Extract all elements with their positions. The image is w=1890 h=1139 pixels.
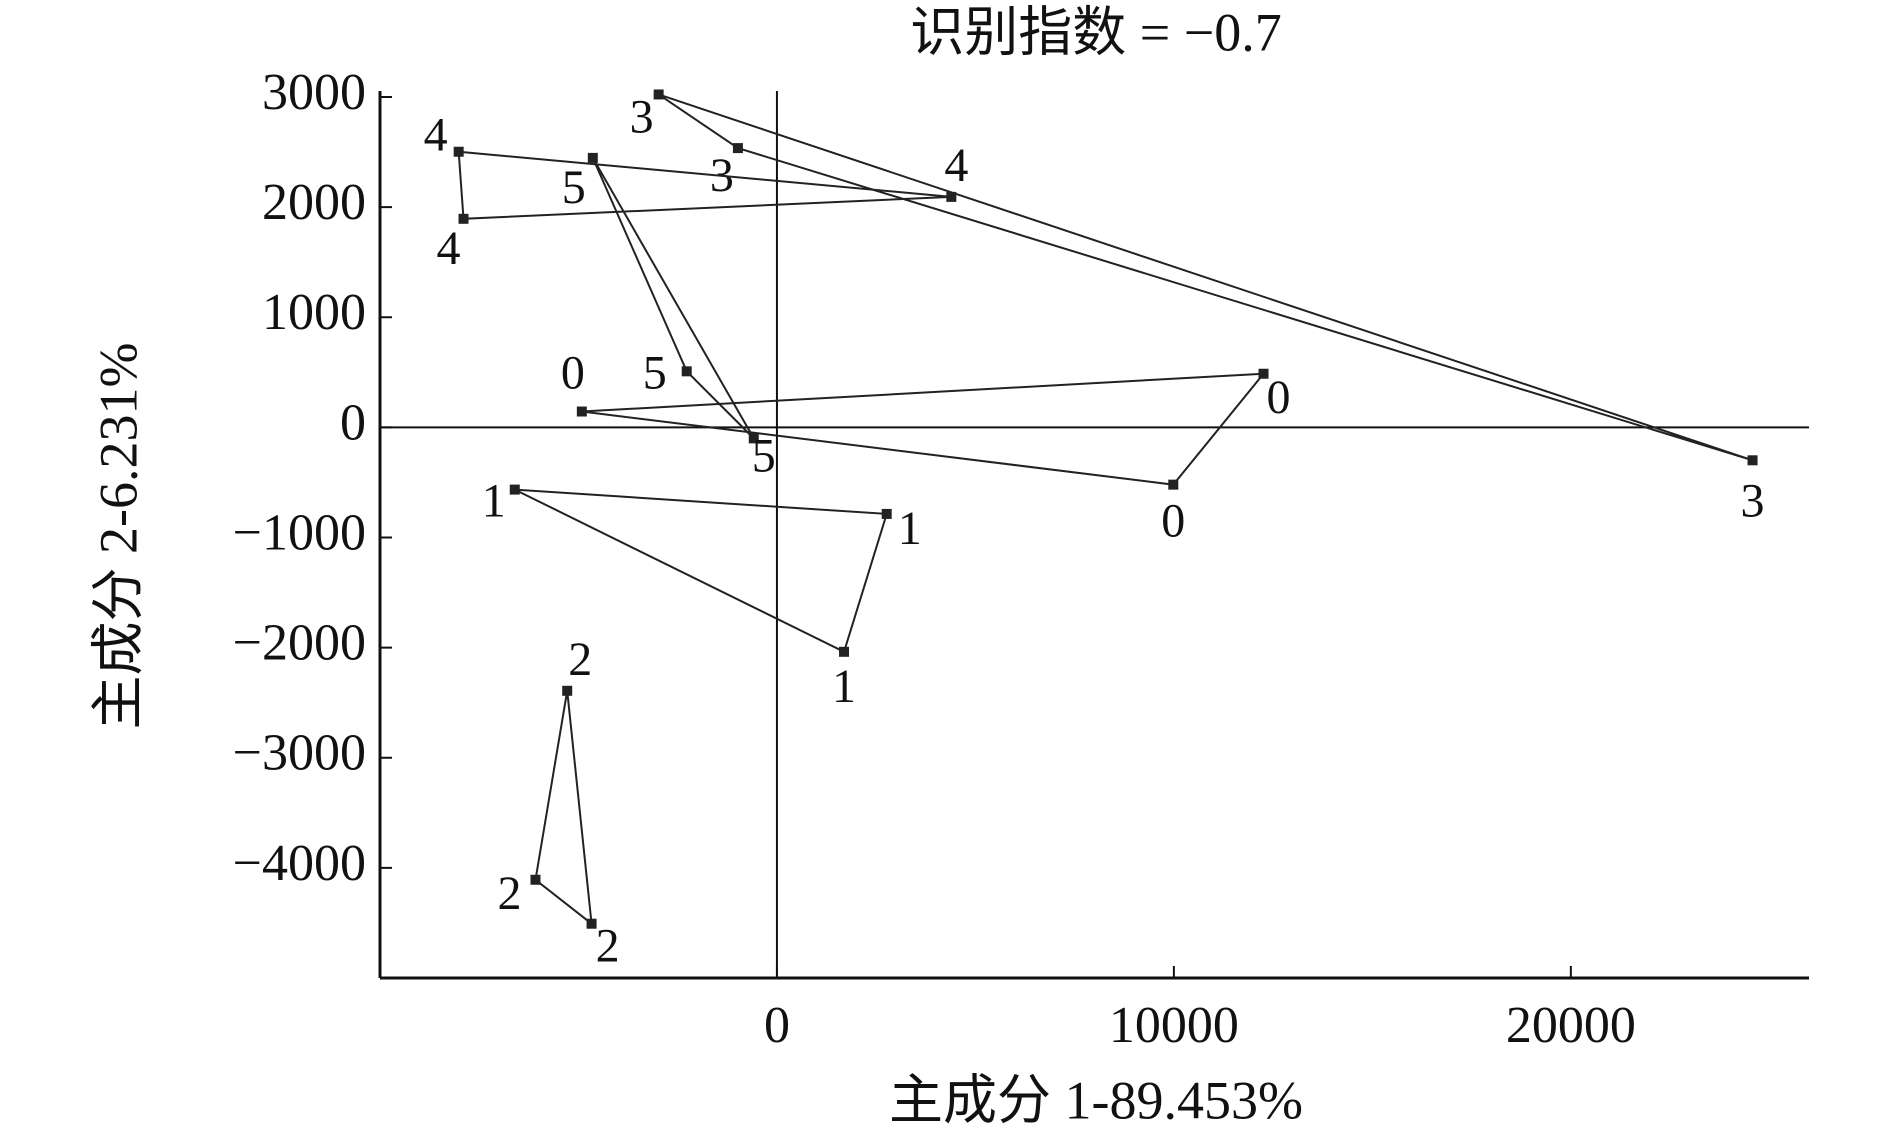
point-label: 1	[898, 502, 922, 555]
point-label: 5	[643, 346, 667, 399]
point-label: 5	[562, 161, 586, 214]
point	[1258, 368, 1269, 379]
y-axis-label: 主成分 2-6.231%	[88, 343, 148, 730]
point	[748, 433, 759, 444]
point-label: 3	[630, 90, 654, 143]
chart-title: 识别指数 = −0.7	[910, 2, 1281, 62]
y-tick-label: −2000	[233, 615, 366, 672]
point-label: 2	[596, 920, 620, 973]
point-label: 4	[944, 139, 968, 192]
point	[586, 918, 597, 929]
point	[653, 89, 664, 100]
point	[530, 874, 541, 885]
y-tick-label: 0	[340, 394, 366, 451]
point-label: 0	[561, 347, 585, 400]
x-tick-label: 20000	[1506, 997, 1636, 1054]
point	[839, 646, 850, 657]
point	[681, 366, 692, 377]
point-label: 1	[832, 660, 856, 713]
point-label: 2	[497, 867, 521, 920]
y-tick-label: 2000	[262, 174, 366, 231]
point	[1747, 455, 1758, 466]
y-tick-label: −3000	[233, 725, 366, 782]
point	[509, 484, 520, 495]
point	[1168, 479, 1179, 490]
x-axis-label: 主成分 1-89.453%	[889, 1070, 1303, 1130]
group-outline	[514, 488, 889, 654]
point-label: 0	[1267, 371, 1291, 424]
point-label: 0	[1161, 495, 1185, 548]
point	[946, 191, 957, 202]
point-label: 5	[752, 429, 776, 482]
group-outline	[581, 372, 1266, 486]
point-label: 3	[1741, 474, 1765, 527]
y-tick-label: −4000	[233, 835, 366, 892]
point	[587, 152, 598, 163]
point	[453, 146, 464, 157]
point	[881, 508, 892, 519]
group-outline	[534, 690, 593, 926]
y-tick-label: −1000	[233, 504, 366, 561]
y-tick-label: 1000	[262, 284, 366, 341]
point-label: 4	[437, 222, 461, 275]
point	[576, 406, 587, 417]
x-tick-label: 0	[764, 997, 790, 1054]
group-outline	[591, 157, 755, 440]
point	[458, 213, 469, 224]
point-label: 4	[424, 109, 448, 162]
point-label: 1	[482, 475, 506, 528]
x-tick-label: 10000	[1109, 997, 1239, 1054]
point	[732, 143, 743, 154]
y-tick-label: 3000	[262, 64, 366, 121]
group-outline	[457, 150, 952, 220]
point-label: 2	[568, 633, 592, 686]
point	[562, 685, 573, 696]
group-outline	[658, 93, 1753, 462]
